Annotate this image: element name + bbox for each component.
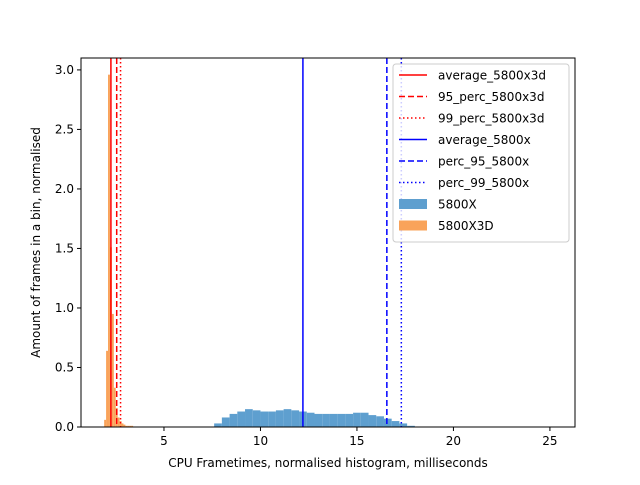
bar-5800x-25: [407, 425, 415, 427]
bar-5800x3d-1: [106, 350, 109, 427]
legend-box: [392, 63, 570, 243]
bar-5800x3d-6: [115, 407, 118, 427]
bar-5800x-13: [314, 413, 323, 427]
legend-swatch-5800X: [399, 199, 427, 209]
bar-5800x-14: [322, 413, 330, 427]
x-tick-label-10: 10: [253, 434, 268, 448]
bar-5800x-12: [306, 412, 315, 427]
bar-5800x3d-12: [127, 425, 130, 427]
legend-label-average_5800x3d: average_5800x3d: [438, 69, 546, 83]
bar-5800x3d-11: [125, 425, 128, 427]
x-tick-label-15: 15: [349, 434, 364, 448]
bar-5800x-1: [221, 417, 230, 427]
bar-5800x-23: [391, 421, 400, 427]
y-tick-label-0.5: 0.5: [55, 360, 74, 374]
bar-5800x3d-5: [113, 387, 116, 427]
bar-5800x-16: [337, 413, 346, 427]
bar-5800x-6: [260, 411, 269, 427]
bar-5800x-15: [329, 413, 338, 427]
legend-label-99_perc_5800x3d: 99_perc_5800x3d: [438, 112, 544, 126]
bar-5800x3d-0: [104, 419, 107, 427]
bar-5800x-7: [268, 411, 276, 427]
y-tick-label-0: 0.0: [55, 420, 74, 434]
bar-5800x-10: [291, 410, 300, 427]
bar-5800x-3: [237, 411, 246, 427]
bar-5800x3d-9: [121, 423, 124, 427]
x-ticks: 5 10 15 20 25: [160, 427, 558, 448]
bar-5800x-17: [345, 413, 354, 427]
x-tick-label-5: 5: [160, 434, 168, 448]
bar-5800x3d-10: [123, 424, 126, 427]
y-tick-label-1: 1.0: [55, 301, 74, 315]
bars-layer: [104, 74, 415, 427]
bar-5800x-8: [275, 410, 284, 427]
x-tick-label-25: 25: [542, 434, 557, 448]
bar-5800x-18: [353, 412, 361, 427]
bar-5800x3d-14: [131, 425, 134, 427]
bar-5800x3d-13: [129, 425, 132, 427]
x-tick-label-20: 20: [446, 434, 461, 448]
legend-label-perc_99_5800x: perc_99_5800x: [438, 176, 529, 190]
reference-lines-layer: [110, 58, 403, 427]
plot-frame: [80, 57, 576, 428]
legend-label-5800X3D: 5800X3D: [438, 219, 494, 233]
y-axis-label: Amount of frames in a bin, normalised: [29, 127, 43, 358]
y-tick-label-3: 3.0: [55, 63, 74, 77]
legend-label-5800X: 5800X: [438, 198, 477, 212]
y-tick-label-2.5: 2.5: [55, 122, 74, 136]
legend-swatch-5800X3D: [399, 220, 427, 231]
legend-label-95_perc_5800x3d: 95_perc_5800x3d: [438, 90, 544, 104]
bar-5800x3d-7: [117, 417, 120, 427]
legend-label-average_5800x: average_5800x: [438, 133, 531, 147]
bar-5800x-2: [229, 413, 238, 427]
bar-5800x-24: [399, 423, 408, 427]
legend-label-perc_95_5800x: perc_95_5800x: [438, 155, 529, 169]
bar-5800x3d-2: [108, 74, 110, 427]
bar-5800x-21: [376, 416, 384, 427]
y-ticks: 0.0 0.5 1.0 1.5 2.0 2.5 3.0: [55, 63, 81, 434]
bar-5800x-5: [252, 410, 261, 427]
bar-5800x-22: [383, 418, 392, 427]
bar-5800x-19: [360, 412, 369, 427]
bar-5800x-0: [214, 423, 222, 427]
legend: average_5800x3d 95_perc_5800x3d 99_perc_58…: [392, 63, 570, 243]
bar-5800x3d-4: [111, 313, 114, 427]
bar-5800x-20: [368, 415, 377, 427]
bar-5800x3d-8: [119, 421, 122, 427]
bar-5800x-9: [283, 409, 292, 427]
bar-5800x-4: [245, 409, 253, 427]
y-tick-label-2: 2.0: [55, 182, 74, 196]
x-axis-label: CPU Frametimes, normalised histogram, mi…: [168, 456, 488, 470]
y-tick-label-1.5: 1.5: [55, 241, 74, 255]
